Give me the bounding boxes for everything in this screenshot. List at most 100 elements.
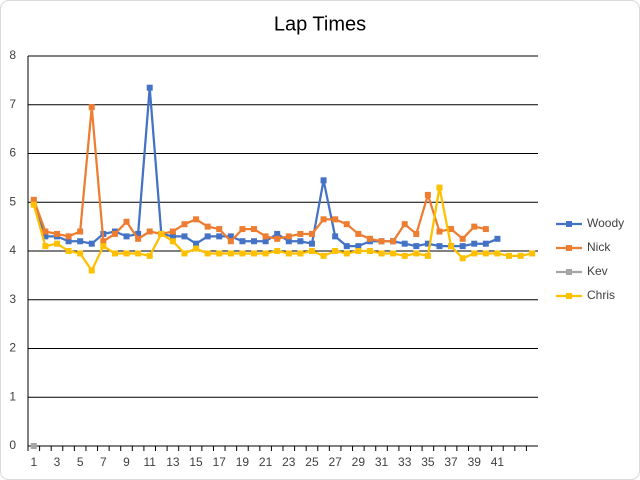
series-marker bbox=[343, 250, 350, 257]
series-marker bbox=[424, 252, 431, 259]
series-marker bbox=[193, 216, 200, 223]
legend-label: Nick bbox=[587, 240, 611, 254]
series-marker bbox=[401, 240, 408, 247]
series-marker bbox=[308, 240, 315, 247]
series-marker bbox=[459, 243, 466, 250]
legend-label: Woody bbox=[587, 216, 624, 230]
x-tick-label: 15 bbox=[189, 455, 203, 469]
series-marker bbox=[274, 248, 281, 254]
series-marker bbox=[471, 240, 478, 247]
series-marker bbox=[390, 238, 397, 245]
x-tick-label: 27 bbox=[328, 455, 342, 469]
series-marker bbox=[135, 235, 142, 242]
series-marker bbox=[459, 255, 466, 262]
series-marker bbox=[227, 250, 234, 257]
legend-marker bbox=[566, 245, 572, 251]
series-marker bbox=[88, 240, 95, 247]
series-marker bbox=[401, 221, 408, 228]
x-tick-label: 41 bbox=[491, 455, 505, 469]
x-tick-label: 31 bbox=[375, 455, 389, 469]
series-marker bbox=[216, 226, 223, 233]
series-marker bbox=[227, 238, 234, 245]
series-marker bbox=[181, 250, 188, 257]
x-tick-label: 33 bbox=[398, 455, 412, 469]
series-marker bbox=[123, 218, 130, 225]
series-marker bbox=[285, 250, 292, 257]
series-marker bbox=[146, 252, 153, 259]
series-marker bbox=[123, 250, 130, 257]
series-marker bbox=[308, 230, 315, 237]
x-tick-label: 19 bbox=[236, 455, 250, 469]
series-marker bbox=[204, 233, 211, 240]
series-marker bbox=[169, 238, 176, 245]
series-marker bbox=[320, 216, 327, 223]
y-tick-label: 2 bbox=[9, 341, 16, 355]
x-tick-label: 7 bbox=[100, 455, 107, 469]
series-marker bbox=[42, 228, 49, 235]
x-tick-label: 35 bbox=[421, 455, 435, 469]
series-marker bbox=[262, 250, 269, 257]
x-tick-label: 5 bbox=[77, 455, 84, 469]
legend-marker bbox=[566, 269, 572, 275]
series-marker bbox=[204, 223, 211, 230]
series-marker bbox=[413, 243, 420, 250]
series-marker bbox=[227, 233, 234, 240]
series-marker bbox=[111, 230, 118, 237]
series-marker bbox=[30, 443, 37, 449]
series-marker bbox=[88, 104, 95, 111]
series-marker bbox=[308, 248, 315, 254]
series-marker bbox=[169, 228, 176, 235]
series-marker bbox=[448, 226, 455, 233]
legend-marker bbox=[566, 293, 572, 299]
series-marker bbox=[332, 233, 339, 240]
series-marker bbox=[262, 233, 269, 240]
series-marker bbox=[355, 243, 362, 250]
series-marker bbox=[123, 233, 130, 240]
series-marker bbox=[332, 248, 339, 254]
series-marker bbox=[471, 223, 478, 230]
series-marker bbox=[517, 252, 524, 259]
y-tick-label: 5 bbox=[9, 194, 16, 208]
x-tick-label: 9 bbox=[123, 455, 130, 469]
series-marker bbox=[239, 238, 246, 245]
series-marker bbox=[355, 230, 362, 237]
series-marker bbox=[471, 250, 478, 257]
series-marker bbox=[135, 230, 142, 237]
series-marker bbox=[274, 235, 281, 242]
y-tick-label: 8 bbox=[9, 48, 16, 62]
series-marker bbox=[158, 230, 165, 237]
y-tick-label: 0 bbox=[9, 438, 16, 452]
chart-title: Lap Times bbox=[274, 13, 366, 35]
series-marker bbox=[216, 250, 223, 257]
series-marker bbox=[529, 250, 536, 257]
x-tick-label: 11 bbox=[143, 455, 156, 469]
series-marker bbox=[65, 248, 72, 254]
y-tick-label: 4 bbox=[9, 243, 16, 257]
series-marker bbox=[482, 240, 489, 247]
series-marker bbox=[436, 228, 443, 235]
series-marker bbox=[424, 191, 431, 198]
series-marker bbox=[436, 184, 443, 191]
x-tick-label: 39 bbox=[468, 455, 482, 469]
series-marker bbox=[274, 230, 281, 237]
x-tick-label: 13 bbox=[166, 455, 180, 469]
series-marker bbox=[251, 250, 258, 257]
series-marker bbox=[285, 233, 292, 240]
series-marker bbox=[111, 250, 118, 257]
series-marker bbox=[204, 250, 211, 257]
series-marker bbox=[193, 240, 200, 247]
x-tick-label: 3 bbox=[54, 455, 61, 469]
legend-marker bbox=[566, 221, 572, 227]
series-marker bbox=[332, 216, 339, 223]
series-marker bbox=[413, 230, 420, 237]
series-marker bbox=[343, 221, 350, 228]
series-marker bbox=[297, 250, 304, 257]
y-tick-label: 7 bbox=[9, 97, 16, 111]
series-marker bbox=[366, 248, 373, 254]
x-tick-label: 21 bbox=[259, 455, 273, 469]
series-marker bbox=[65, 238, 72, 245]
series-marker bbox=[494, 235, 501, 242]
series-marker bbox=[53, 230, 60, 237]
series-marker bbox=[413, 250, 420, 257]
